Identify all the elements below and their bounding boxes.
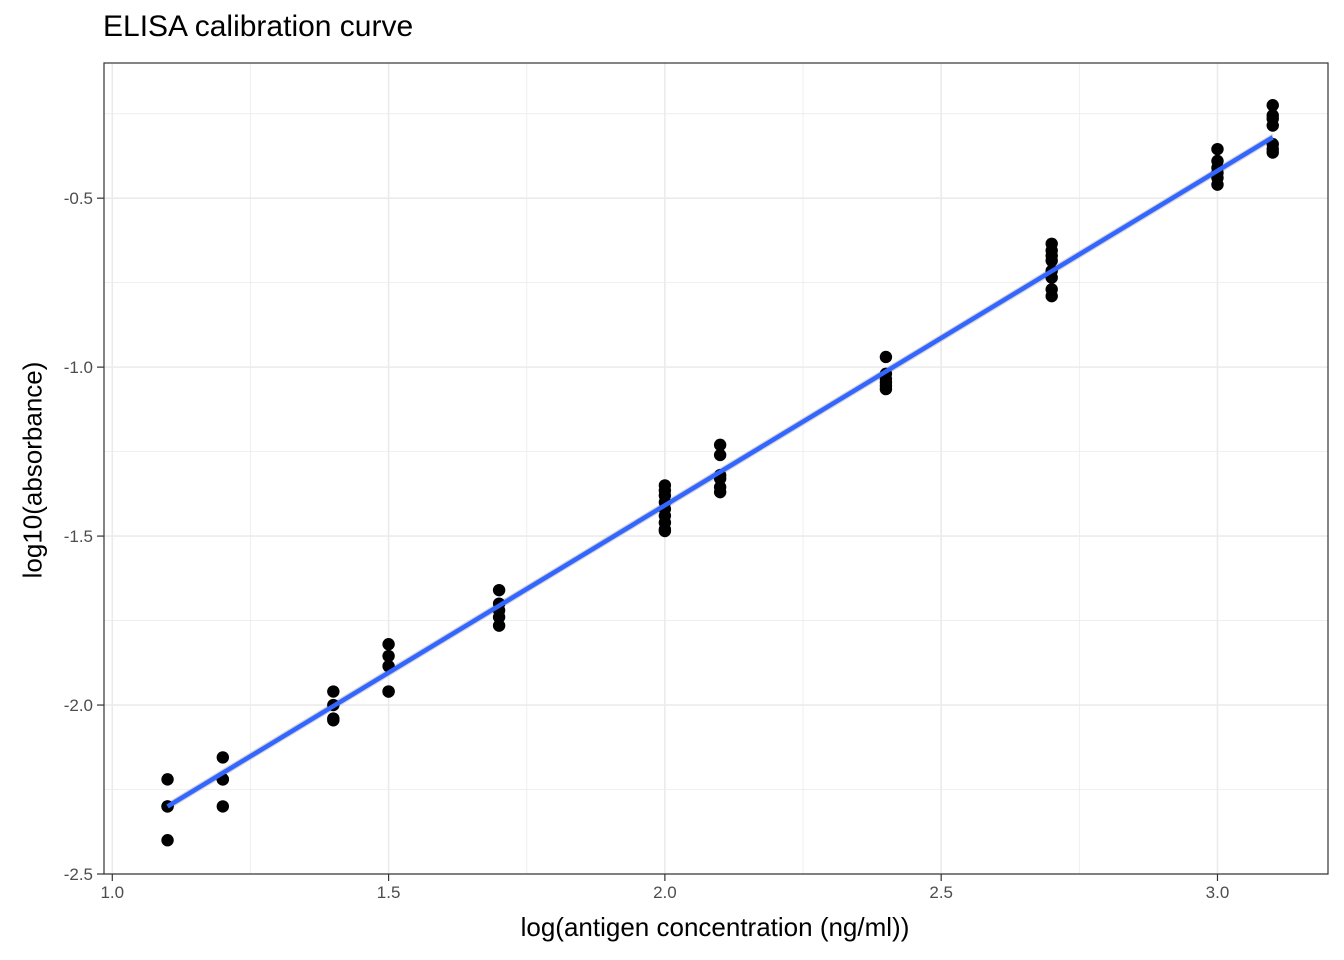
x-tick-label: 3.0 xyxy=(1206,883,1230,902)
y-tick-label: -1.5 xyxy=(64,527,93,546)
y-tick-label: -2.5 xyxy=(64,865,93,884)
data-point xyxy=(879,350,893,364)
y-tick-label: -1.0 xyxy=(64,358,93,377)
data-point xyxy=(658,524,672,538)
y-tick-label: -2.0 xyxy=(64,696,93,715)
data-point xyxy=(1045,254,1058,267)
fit-line-group xyxy=(166,135,1274,809)
x-axis-label: log(antigen concentration (ng/ml)) xyxy=(520,912,910,942)
data-point xyxy=(382,685,395,698)
x-axis-ticks: 1.0 1.5 2.0 2.5 3.0 xyxy=(100,874,1229,902)
data-point xyxy=(879,382,893,396)
data-point xyxy=(1266,146,1279,159)
data-point xyxy=(1211,142,1224,156)
data-point xyxy=(327,714,340,727)
minor-gridlines xyxy=(104,63,1328,874)
data-point xyxy=(1266,119,1279,132)
x-tick-label: 2.5 xyxy=(929,883,953,902)
major-gridlines xyxy=(104,63,1328,875)
data-point xyxy=(492,583,506,597)
data-point xyxy=(1045,289,1058,303)
x-tick-label: 1.0 xyxy=(100,883,124,902)
y-tick-label: -0.5 xyxy=(64,189,93,208)
x-tick-label: 1.5 xyxy=(377,883,401,902)
data-point xyxy=(713,448,727,462)
panel-border xyxy=(103,62,1329,875)
data-point xyxy=(1211,178,1224,191)
data-point xyxy=(161,834,174,847)
data-point xyxy=(216,800,230,813)
data-point xyxy=(1266,99,1279,112)
fit-line xyxy=(166,135,1274,809)
data-point xyxy=(382,649,395,663)
data-point xyxy=(161,773,174,786)
data-point xyxy=(713,438,727,452)
data-point xyxy=(327,685,340,698)
x-tick-label: 2.0 xyxy=(653,883,677,902)
y-axis-label: log10(absorbance) xyxy=(17,361,48,579)
data-point xyxy=(492,619,506,632)
y-axis-ticks: -2.5 -2.0 -1.5 -1.0 -0.5 xyxy=(64,189,104,884)
data-point xyxy=(382,638,395,651)
data-point xyxy=(216,751,230,764)
chart-title: ELISA calibration curve xyxy=(103,10,414,43)
data-point xyxy=(713,485,727,499)
